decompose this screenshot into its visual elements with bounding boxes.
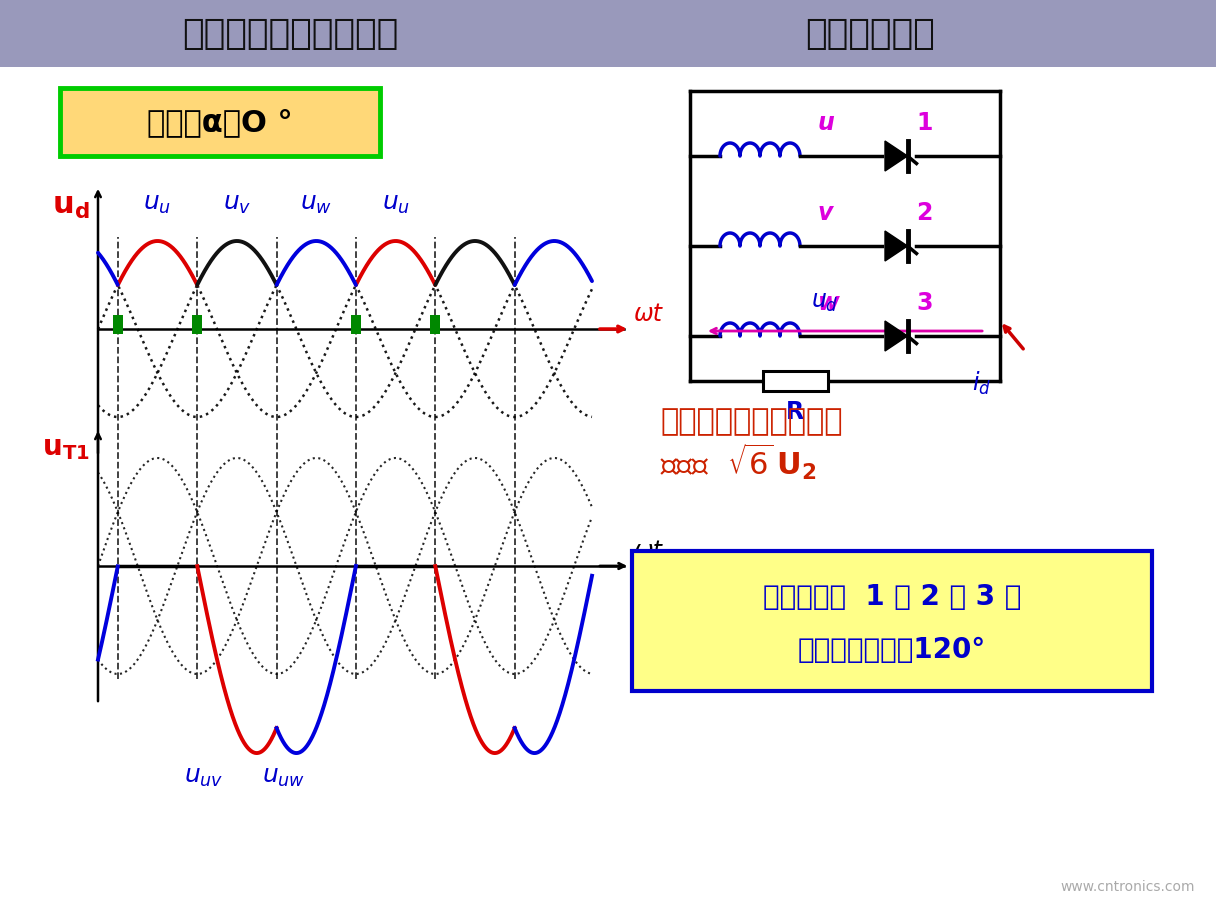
Text: $u_u$: $u_u$ (382, 192, 410, 216)
Bar (351, 315, 361, 334)
Polygon shape (885, 142, 907, 172)
Text: $i_d$: $i_d$ (973, 370, 991, 397)
Text: www.cntronics.com: www.cntronics.com (1060, 879, 1195, 893)
Text: 纯电阻性负载: 纯电阻性负载 (805, 17, 935, 51)
Bar (192, 316, 202, 334)
Bar (113, 315, 123, 334)
Text: 1: 1 (916, 111, 933, 135)
Text: $u_{uw}$: $u_{uw}$ (261, 764, 305, 788)
Text: $u_{uv}$: $u_{uv}$ (185, 764, 224, 788)
Text: ωt: ωt (634, 538, 663, 562)
Text: 压降为  $\sqrt{6}\,\mathbf{U_2}$: 压降为 $\sqrt{6}\,\mathbf{U_2}$ (660, 441, 817, 482)
Bar (0, 0, 1216, 68)
Text: 控制角α＝O °: 控制角α＝O ° (147, 108, 293, 138)
Text: u: u (818, 111, 835, 135)
Text: w: w (818, 291, 840, 314)
Text: 2: 2 (916, 200, 933, 225)
Text: 3: 3 (916, 291, 933, 314)
FancyBboxPatch shape (632, 551, 1152, 691)
Text: R: R (786, 400, 804, 424)
Polygon shape (885, 322, 907, 352)
Text: v: v (818, 200, 833, 225)
Text: 闸管导通角都为120°: 闸管导通角都为120° (798, 635, 986, 663)
Text: 晶闸管承受的最大反向: 晶闸管承受的最大反向 (660, 407, 843, 436)
Polygon shape (885, 231, 907, 261)
Text: $\mathbf{u_d}$: $\mathbf{u_d}$ (52, 192, 90, 220)
Text: ωt: ωt (634, 302, 663, 325)
Bar (430, 316, 440, 334)
Text: $\mathbf{u_{T1}}$: $\mathbf{u_{T1}}$ (43, 434, 90, 462)
Text: $u_v$: $u_v$ (223, 192, 250, 216)
Text: 电流连续，  1 、 2 、 3 晶: 电流连续， 1 、 2 、 3 晶 (762, 582, 1021, 610)
Text: 三相半波可控整流电路: 三相半波可控整流电路 (182, 17, 398, 51)
Text: $u_d$: $u_d$ (811, 290, 839, 313)
FancyBboxPatch shape (60, 89, 379, 157)
Bar (762, 372, 828, 392)
Text: $u_w$: $u_w$ (300, 192, 332, 216)
Text: $u_u$: $u_u$ (143, 192, 171, 216)
